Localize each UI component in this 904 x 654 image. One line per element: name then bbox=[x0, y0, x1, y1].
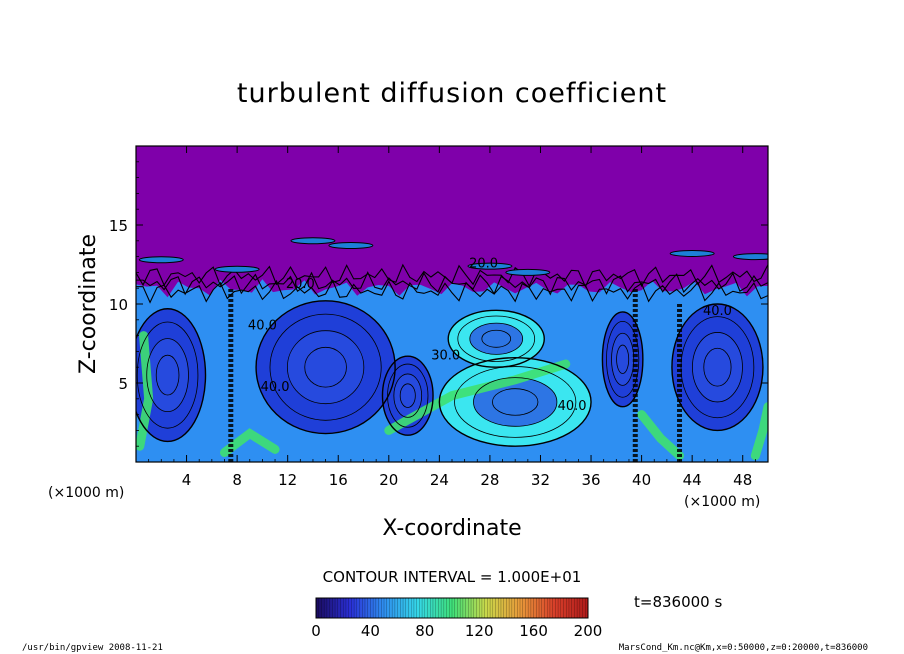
cell-5-core bbox=[692, 332, 743, 402]
streak-3 bbox=[637, 410, 685, 461]
x-tick-label: 12 bbox=[278, 471, 297, 489]
wisp-contour bbox=[669, 249, 715, 257]
x-tick-label: 44 bbox=[683, 471, 702, 489]
chart-title: turbulent diffusion coefficient bbox=[237, 78, 667, 109]
contour-labels: 20.0 40.0 30.0 40.0 40.0 40.0 20.0 bbox=[248, 257, 732, 414]
x-tick-label: 32 bbox=[531, 471, 550, 489]
wisp-contour bbox=[328, 242, 374, 250]
x-tick-label: 24 bbox=[430, 471, 449, 489]
colorbar-frame bbox=[315, 597, 589, 619]
cell-7-contour bbox=[387, 363, 429, 428]
colorbar-tick-label: 160 bbox=[519, 622, 548, 640]
cell-4-core bbox=[469, 323, 523, 355]
x-unit-right: (×1000 m) bbox=[684, 494, 760, 510]
cell-6-contour bbox=[601, 311, 644, 408]
cell-6-contour bbox=[616, 344, 630, 374]
x-tick-label: 4 bbox=[182, 471, 192, 489]
cell-6-core bbox=[611, 333, 634, 386]
time-label: t=836000 s bbox=[634, 593, 722, 611]
x-tick-label: 16 bbox=[329, 471, 348, 489]
cell-5-contour bbox=[680, 316, 755, 419]
cell-3-contour bbox=[473, 377, 558, 427]
x-tick-label: 20 bbox=[379, 471, 398, 489]
wisp-contour bbox=[505, 268, 551, 276]
x-tick-label: 48 bbox=[733, 471, 752, 489]
cell-1-core bbox=[146, 338, 189, 412]
colorbar-tick-label: 40 bbox=[361, 622, 380, 640]
contour-label: 20.0 bbox=[469, 257, 498, 272]
x-axis-ticks: 4 8 12 16 20 24 28 32 36 40 44 48 bbox=[148, 146, 756, 489]
footer-right: MarsCond_Km.nc@Km,x=0:50000,z=0:20000,t=… bbox=[619, 643, 868, 653]
colorbar-tick-label: 80 bbox=[415, 622, 434, 640]
wisp-contour bbox=[732, 253, 768, 261]
y-tick-label: 15 bbox=[109, 217, 128, 235]
x-tick-label: 36 bbox=[581, 471, 600, 489]
cell-7-contour bbox=[399, 383, 416, 408]
cell-2-contour bbox=[286, 330, 365, 405]
colorbar-tick-label: 120 bbox=[465, 622, 494, 640]
x-tick-label: 8 bbox=[232, 471, 242, 489]
contour-label: 40.0 bbox=[703, 304, 732, 319]
cell-4-contour bbox=[447, 309, 545, 368]
streak-1 bbox=[384, 359, 571, 435]
streak-4 bbox=[750, 402, 768, 461]
wisp-contour bbox=[467, 262, 513, 270]
cell-3-core bbox=[473, 377, 557, 427]
colorbar-tick-label: 200 bbox=[574, 622, 603, 640]
cell-7-contour bbox=[381, 355, 434, 436]
cell-5-contour bbox=[692, 332, 743, 403]
y-tick-label: 10 bbox=[109, 296, 128, 314]
cell-3-contour bbox=[438, 357, 592, 447]
contour-label: 30.0 bbox=[431, 348, 460, 363]
contour-interval: CONTOUR INTERVAL = 1.000E+01 bbox=[323, 568, 582, 586]
contour-label: 40.0 bbox=[558, 399, 587, 414]
cell-4-contour bbox=[481, 329, 512, 348]
cell-1-contour bbox=[136, 308, 207, 443]
colorbar-ticks: 0 40 80 120 160 200 bbox=[311, 622, 602, 640]
colorbar-tick-label: 0 bbox=[311, 622, 321, 640]
wisp-contour bbox=[290, 237, 336, 245]
y-tick-label: 5 bbox=[118, 375, 128, 393]
cell-5-contour bbox=[703, 347, 732, 387]
contour-label: 40.0 bbox=[261, 380, 290, 395]
x-axis-label: X-coordinate bbox=[382, 516, 521, 541]
cell-6-contour bbox=[606, 320, 640, 398]
y-axis-ticks: 5 10 15 bbox=[109, 161, 768, 447]
contour-label: 40.0 bbox=[248, 318, 277, 333]
contour-lines bbox=[136, 237, 768, 462]
cell-3-contour bbox=[492, 388, 539, 416]
cell-2-contour bbox=[304, 346, 347, 388]
cell-2-core bbox=[287, 330, 364, 404]
cell-1-contour bbox=[155, 354, 180, 396]
cell-5-contour bbox=[671, 303, 764, 432]
footer-left: /usr/bin/gpview 2008-11-21 bbox=[22, 643, 163, 653]
contour-label: 20.0 bbox=[286, 277, 315, 292]
cell-2-contour bbox=[255, 300, 396, 435]
boundary-contour bbox=[136, 279, 768, 304]
cell-3-contour bbox=[454, 366, 577, 438]
heatmap-field bbox=[136, 146, 768, 462]
cell-2-contour bbox=[269, 313, 382, 421]
boundary-contour bbox=[136, 263, 768, 288]
cell-4-contour bbox=[469, 322, 524, 355]
cell-7-contour bbox=[393, 373, 423, 418]
cell-1-contour bbox=[136, 321, 199, 429]
x-tick-label: 40 bbox=[632, 471, 651, 489]
cell-7-core bbox=[393, 373, 422, 418]
streak-2 bbox=[136, 331, 154, 451]
wisp-contour bbox=[138, 256, 184, 264]
wisp-contour bbox=[214, 265, 260, 273]
y-axis-label: Z-coordinate bbox=[76, 234, 101, 374]
cell-1-contour bbox=[146, 338, 189, 412]
x-unit-left: (×1000 m) bbox=[48, 485, 124, 501]
x-tick-label: 28 bbox=[480, 471, 499, 489]
cell-4-contour bbox=[457, 315, 536, 362]
colorbar bbox=[315, 597, 589, 619]
